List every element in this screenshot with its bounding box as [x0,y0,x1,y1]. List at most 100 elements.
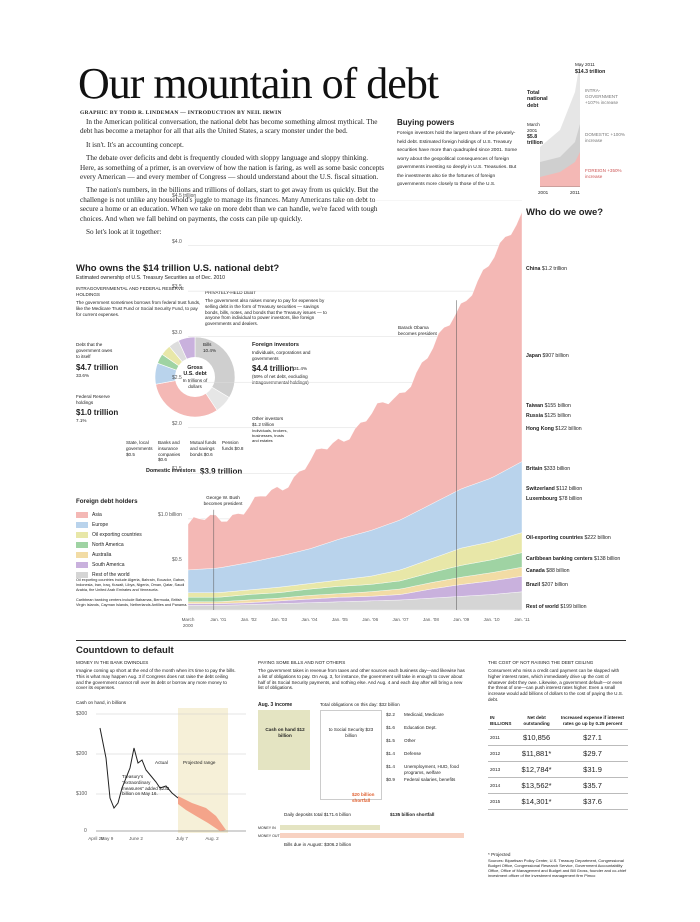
area-series-asia [187,211,522,571]
foreign-investors-pct: 31.4% [294,366,308,371]
mini-x1: 2011 [570,190,580,195]
legend-swatch [76,561,88,568]
domestic-investors-label: Domestic investors [146,468,196,474]
buying-powers-text: Foreign investors hold the largest share… [397,131,517,187]
countdown-heading: Countdown to default [76,645,174,656]
table-cell: $31.9 [557,761,628,779]
bills-due-label: Bills due in August: $306.2 billion [284,842,352,847]
owners-subheading: Estimated ownership of U.S. Treasury Sec… [76,275,226,281]
table-cell: $14,301* [516,793,558,811]
right-label-value: $122 billion [555,426,582,432]
x-tick-label: Jan. '11 [514,617,530,622]
x-tick-label: Jan. '02 [240,617,257,622]
x-tick-label: Jan. '05 [331,617,348,622]
foreign-investors-value: $4.4 trillion [252,364,295,373]
legend-swatch [76,541,88,548]
owners-heading: Who owns the $14 trillion U.S. national … [76,263,280,274]
legend-label: Rest of the world [92,572,130,578]
donut-center-title: Gross U.S. debt [183,365,207,378]
right-label: China $1.2 trillion [526,266,567,272]
x-tick-label: March 2000 [181,617,195,628]
cash-on-hand-chart [96,708,246,833]
table-row: 2015 $14,301* $37.6 [488,793,628,811]
foreign-investors-label: Foreign investors [252,342,299,348]
daily-deposits-label: Daily deposits total $171.6 billion [284,812,351,817]
money-out-bar [280,833,464,838]
x-tick-label: Jan. '01 [210,617,227,622]
table-header: Net debt outstanding [516,712,558,731]
col1-axis-label: Cash on hand, in billions [76,700,127,705]
legend-note: Oil exporting countries include Algeria,… [76,578,186,592]
bush-annotation: George W. Bush becomes president [203,495,243,506]
col1-x-tick: July 7 [175,836,188,841]
right-label-value: $138 billion [594,556,621,562]
right-label-name: China [526,266,541,272]
mini-may-label: May 2011 [575,62,595,67]
small-holder: Mutual funds and savings bonds $0.6 [190,440,217,457]
aug3-label: Aug. 3 income [258,702,293,708]
right-label-value: $207 billion [541,582,568,588]
col1-x-tick: April 29 [88,836,104,841]
legend-list: Asia Europe Oil exporting countries North A… [76,510,186,580]
small-holder: State, local governments $0.5 [126,440,153,457]
legend-label: North America [92,542,124,548]
right-label-name: Japan [526,353,541,359]
obligation-value: $2.2 [386,712,395,717]
legend-swatch [76,571,88,578]
right-label-name: Caribbean banking centers [526,556,593,562]
y-tick-label: $3.5 [172,284,182,291]
legend-item: Europe [76,520,186,530]
obligation-label: Other [404,738,416,743]
table-cell: 2012 [488,745,517,763]
section-divider [76,640,626,641]
table-cell: $29.7 [557,745,628,763]
social-security-label: to Social Security $23 billion [328,727,374,738]
money-in-bar [280,825,380,830]
intragov-text: The government sometimes borrows from fe… [76,300,201,317]
table-row: 2011 $10,856 $27.1 [488,729,628,747]
right-label-value: $222 billion [584,535,611,541]
right-label: Switzerland $112 billion [526,486,582,492]
obligation-label: Education Dept. [404,725,437,730]
mini-debt-chart [540,62,580,187]
col1-y-tick: $300 [76,711,88,717]
gov-owes-value: $4.7 trillion [76,363,119,372]
right-label-value: $78 billion [558,496,583,502]
table-cell: $27.1 [557,729,628,747]
x-tick-label: Jan. '04 [301,617,318,622]
mini-intra-label: INTRA-GOVERNMENT +107% increase [585,88,619,105]
y-tick-label: $1.0 billion [158,511,182,518]
money-out-label: MONEY OUT [258,834,280,838]
right-label-value: $112 billion [556,486,583,492]
intro-paragraph: The debate over deficits and debt is fre… [80,154,385,182]
small-holder: Pension funds $0.8 [222,440,244,451]
obligation-label: Defense [404,751,422,756]
right-label: Britain $333 billion [526,466,570,472]
foreign-investors-sub: Individuals, corporations and government… [252,350,311,361]
legend-swatch [76,551,88,558]
legend-label: South America [92,562,125,568]
private-label: PRIVATELY-HELD DEBT [205,290,257,295]
foreign-holdings-chart [187,200,522,611]
mini-may-value: $14.3 trillion [575,69,606,75]
mini-march-value: $5.8 trillion [527,134,543,146]
right-label-name: Hong Kong [526,426,554,432]
x-tick-label: Jan. '03 [271,617,288,622]
x-tick-label: Jan. '09 [453,617,470,622]
cash-on-hand-box [258,710,310,770]
col2-label: PAYING SOME BILLS AND NOT OTHERS [258,660,346,665]
table-header: Increased expense if interest rates go u… [557,712,628,731]
obligation-value: $1.6 [386,725,395,730]
chart-title: Who do we owe? [526,207,604,218]
right-label: Caribbean banking centers $138 billion [526,556,620,562]
right-label-name: Taiwan [526,403,544,409]
table-cell: $11,881* [516,745,558,763]
x-tick-label: Jan. '06 [362,617,379,622]
legend-note: Caribbean banking centers include Bahama… [76,598,188,607]
col1-x-tick: Aug. 2 [205,836,219,841]
small-holder: Banks and insurance companies $0.6 [158,440,181,463]
y-tick-label: $2.0 [172,420,182,427]
obligation-label: Unemployment, HUD, food programs, welfar… [404,764,459,775]
y-tick-label: $4.5 trillion [172,193,197,199]
donut-center-sub: In trillions of dollars [182,378,208,389]
